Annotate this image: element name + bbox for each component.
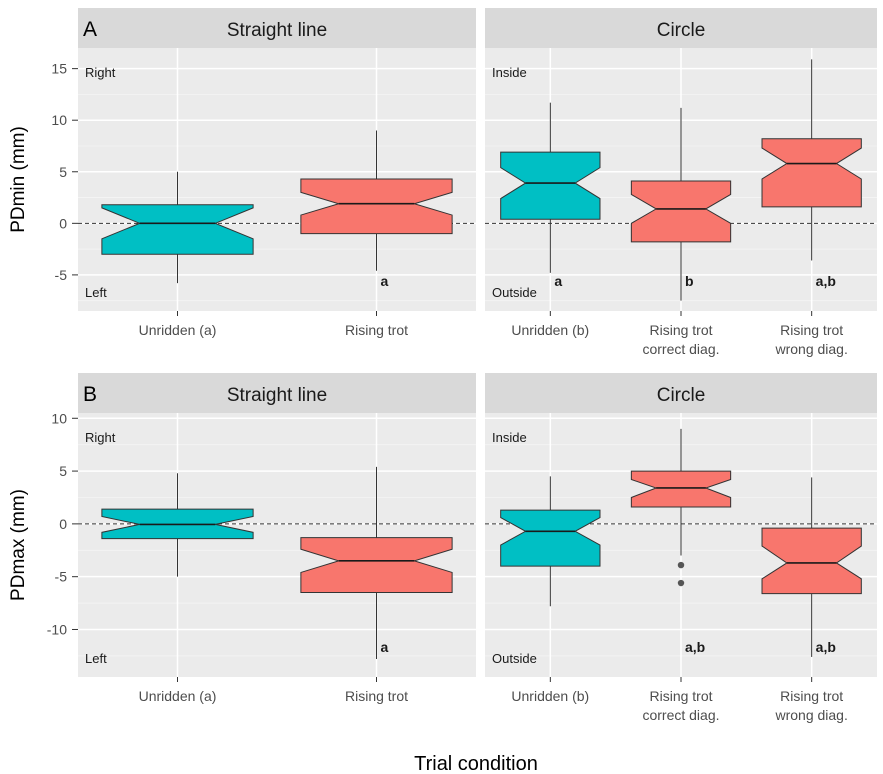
y-tick-label: 15 xyxy=(51,61,67,77)
y-axis-label: PDmin (mm) xyxy=(8,126,29,233)
x-tick-label: Unridden (a) xyxy=(139,322,217,338)
box-rising-trot-wrong-diag: a,b xyxy=(761,477,862,657)
notched-box xyxy=(630,470,732,508)
facet-straight-line: Straight line Right Left a Unridden (a) Risin… xyxy=(78,8,476,338)
x-tick-label: Rising trot xyxy=(649,688,712,704)
panel-letter: A xyxy=(83,18,97,41)
box-rising-trot-correct-diag: b xyxy=(630,107,732,301)
facet-strip xyxy=(78,373,476,413)
box-unridden-a xyxy=(101,171,254,284)
x-tick-label: wrong diag. xyxy=(774,341,847,357)
y-tick-label: 10 xyxy=(51,112,67,128)
box-unridden-a xyxy=(101,473,254,577)
notched-box xyxy=(300,178,453,235)
significance-label: a,b xyxy=(816,639,836,655)
outlier-point xyxy=(677,561,685,569)
box-unridden-b xyxy=(500,476,601,607)
facet-title: Straight line xyxy=(227,20,327,41)
x-axis-label: Trial condition xyxy=(414,753,538,774)
y-axis-label: PDmax (mm) xyxy=(8,489,29,601)
notched-box xyxy=(101,204,254,255)
significance-label: a xyxy=(554,273,562,289)
facet-title: Circle xyxy=(657,385,706,406)
side-label-bottom: Left xyxy=(85,285,107,300)
significance-label: a xyxy=(381,273,389,289)
notched-box xyxy=(500,151,601,220)
facet-strip xyxy=(485,8,877,48)
box-unridden-b: a xyxy=(500,102,601,289)
x-tick-label: wrong diag. xyxy=(774,707,847,723)
outlier-point xyxy=(677,579,685,587)
facet-title: Circle xyxy=(657,20,706,41)
box-rising-trot: a xyxy=(300,130,453,289)
notched-box xyxy=(630,180,732,243)
x-tick-label: Rising trot xyxy=(345,322,408,338)
y-tick-label: -5 xyxy=(55,569,68,585)
y-tick-label: 5 xyxy=(59,463,67,479)
x-tick-label: Rising trot xyxy=(649,322,712,338)
notched-box xyxy=(300,537,453,594)
side-label-bottom: Outside xyxy=(492,651,537,666)
notched-box xyxy=(500,509,601,567)
panel-a: -5 0 5 10 15 PDmin (mm) Straight line Right Left… xyxy=(8,8,877,357)
y-tick-label: 10 xyxy=(51,410,67,426)
y-tick-label: -5 xyxy=(55,267,68,283)
x-tick-label: Unridden (b) xyxy=(511,322,589,338)
significance-label: a,b xyxy=(685,639,705,655)
x-tick-label: Rising trot xyxy=(780,688,843,704)
box-rising-trot-correct-diag: a,b xyxy=(630,428,732,655)
side-label-top: Right xyxy=(85,65,116,80)
significance-label: a,b xyxy=(816,273,836,289)
significance-label: a xyxy=(381,639,389,655)
notched-box xyxy=(761,527,862,595)
facet-circle: Circle Inside Outside a b a,b Unridden (b) Risi… xyxy=(485,8,877,357)
facet-strip xyxy=(78,8,476,48)
facet-circle: Circle Inside Outside a,b a,b Unridden (b) Ris… xyxy=(485,373,877,723)
side-label-top: Inside xyxy=(492,430,527,445)
significance-label: b xyxy=(685,273,694,289)
x-tick-label: Rising trot xyxy=(780,322,843,338)
facet-title: Straight line xyxy=(227,385,327,406)
x-tick-label: correct diag. xyxy=(642,707,719,723)
y-tick-label: 0 xyxy=(59,516,67,532)
x-tick-label: Unridden (b) xyxy=(511,688,589,704)
panel-letter: B xyxy=(83,383,97,406)
y-tick-label: -10 xyxy=(47,621,67,637)
side-label-bottom: Left xyxy=(85,651,107,666)
x-tick-label: Rising trot xyxy=(345,688,408,704)
x-tick-label: correct diag. xyxy=(642,341,719,357)
side-label-top: Inside xyxy=(492,65,527,80)
facet-strip xyxy=(485,373,877,413)
box-rising-trot: a xyxy=(300,466,453,660)
box-rising-trot-wrong-diag: a,b xyxy=(761,59,862,289)
side-label-bottom: Outside xyxy=(492,285,537,300)
y-tick-label: 5 xyxy=(59,164,67,180)
panel-b: -10 -5 0 5 10 PDmax (mm) Straight line Right Lef… xyxy=(8,373,877,723)
x-tick-label: Unridden (a) xyxy=(139,688,217,704)
notched-box xyxy=(761,138,862,208)
y-tick-label: 0 xyxy=(59,215,67,231)
facet-straight-line: Straight line Right Left a Unridden (a) Risin… xyxy=(78,373,476,704)
side-label-top: Right xyxy=(85,430,116,445)
